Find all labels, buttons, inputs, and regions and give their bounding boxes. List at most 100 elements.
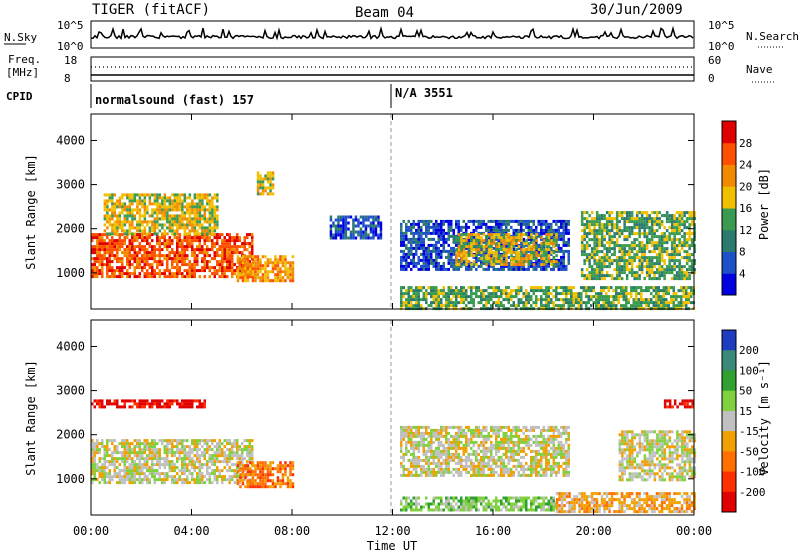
data-cell <box>643 235 646 239</box>
data-cell <box>527 263 531 267</box>
data-cell <box>495 242 498 246</box>
data-cell <box>630 292 633 296</box>
data-cell <box>213 454 216 458</box>
data-cell <box>163 236 166 240</box>
data-cell <box>407 298 410 302</box>
data-cell <box>284 264 287 268</box>
data-cell <box>432 249 435 253</box>
data-cell <box>367 233 370 237</box>
data-cell <box>183 217 187 221</box>
data-cell <box>276 279 280 283</box>
data-cell <box>405 225 408 229</box>
data-cell <box>111 275 114 279</box>
data-cell <box>118 266 121 270</box>
data-cell <box>670 268 674 272</box>
data-cell <box>690 223 694 227</box>
data-cell <box>537 264 540 268</box>
data-cell <box>108 251 111 255</box>
data-cell <box>525 254 528 258</box>
data-cell <box>96 254 99 258</box>
data-cell <box>196 260 199 264</box>
data-cell <box>562 292 565 296</box>
data-cell <box>658 253 661 257</box>
data-cell <box>126 472 129 476</box>
data-cell <box>607 298 610 302</box>
data-cell <box>455 225 458 229</box>
data-cell <box>108 454 111 458</box>
data-cell <box>598 256 601 260</box>
data-cell <box>98 269 101 273</box>
data-cell <box>595 250 599 254</box>
data-cell <box>156 226 159 230</box>
data-cell <box>517 267 520 271</box>
data-cell <box>693 232 696 236</box>
data-cell <box>657 304 660 308</box>
data-cell <box>151 439 154 443</box>
data-cell <box>427 237 430 241</box>
data-cell <box>108 448 111 452</box>
data-cell <box>507 251 511 255</box>
data-cell <box>201 196 204 200</box>
data-cell <box>166 454 169 458</box>
data-cell <box>123 481 126 485</box>
data-cell <box>176 448 179 452</box>
data-cell <box>670 295 673 299</box>
data-cell <box>590 250 594 254</box>
data-cell <box>663 250 666 254</box>
data-cell <box>103 254 106 258</box>
data-cell <box>216 205 219 209</box>
data-cell <box>238 448 241 452</box>
data-cell <box>166 463 169 467</box>
data-cell <box>221 257 224 261</box>
data-cell <box>555 260 558 264</box>
data-cell <box>502 298 505 302</box>
data-cell <box>670 226 674 230</box>
data-cell <box>201 478 204 482</box>
data-cell <box>662 286 665 290</box>
data-cell <box>460 261 463 265</box>
data-cell <box>236 276 240 280</box>
data-cell <box>647 289 650 293</box>
data-cell <box>138 211 142 215</box>
data-cell <box>228 245 231 249</box>
data-cell <box>178 439 181 443</box>
data-cell <box>560 222 563 226</box>
data-cell <box>635 217 639 221</box>
data-cell <box>136 451 139 455</box>
data-cell <box>181 260 184 264</box>
data-cell <box>106 442 109 446</box>
data-cell <box>191 217 194 221</box>
nsearch-tick-top: 10^5 <box>708 19 735 32</box>
data-cell <box>407 292 410 296</box>
data-cell <box>415 289 418 293</box>
data-cell <box>143 251 146 255</box>
data-cell <box>435 267 438 271</box>
data-cell <box>497 261 500 265</box>
data-cell <box>467 242 471 246</box>
data-cell <box>600 241 604 245</box>
data-cell <box>196 269 199 273</box>
data-cell <box>339 236 343 240</box>
data-cell <box>535 254 538 258</box>
data-cell <box>497 304 500 308</box>
data-cell <box>482 219 485 223</box>
data-cell <box>410 286 413 290</box>
data-cell <box>106 245 109 249</box>
data-cell <box>143 448 146 452</box>
data-cell <box>121 202 124 206</box>
data-cell <box>465 298 468 302</box>
data-cell <box>422 249 425 253</box>
data-cell <box>522 295 525 299</box>
data-cell <box>113 275 116 279</box>
data-cell <box>126 272 129 276</box>
data-cell <box>138 451 141 455</box>
data-cell <box>580 286 583 290</box>
data-cell <box>344 218 348 222</box>
data-cell <box>193 439 196 443</box>
data-cell <box>131 214 134 218</box>
data-cell <box>153 245 156 249</box>
data-cell <box>693 238 696 242</box>
data-cell <box>422 237 425 241</box>
data-cell <box>575 292 578 296</box>
data-cell <box>116 266 119 270</box>
